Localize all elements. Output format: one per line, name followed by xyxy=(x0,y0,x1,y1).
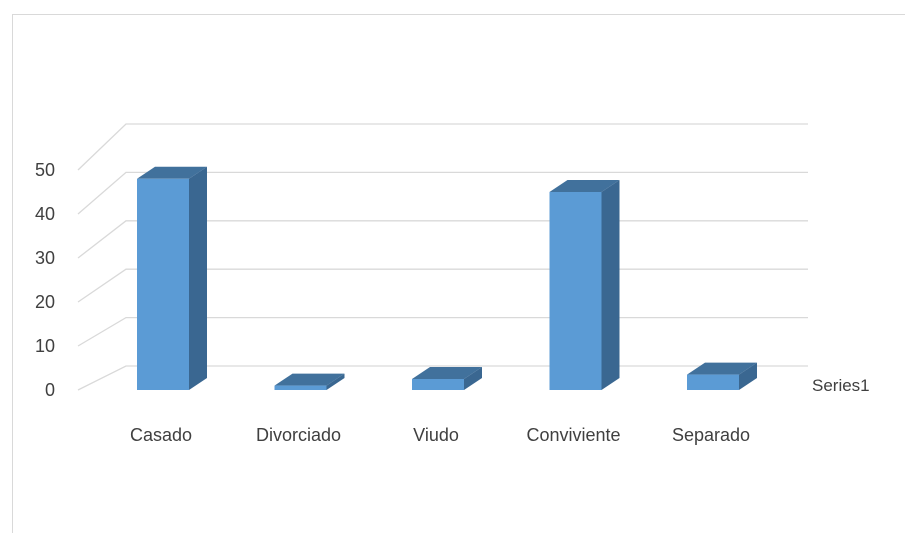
gridline xyxy=(77,171,808,215)
x-category-label: Separado xyxy=(672,425,750,445)
y-tick-label: 10 xyxy=(35,336,55,356)
y-tick-label: 50 xyxy=(35,160,55,180)
bar-front xyxy=(687,374,739,390)
y-tick-label: 0 xyxy=(45,380,55,400)
x-category-label: Casado xyxy=(130,425,192,445)
bar xyxy=(412,367,482,390)
bar-top xyxy=(687,362,757,375)
bar-top xyxy=(412,367,482,379)
bar-side xyxy=(326,373,345,390)
bar-front xyxy=(412,379,464,390)
bar xyxy=(274,373,345,390)
bar-top xyxy=(549,180,620,192)
bar-side xyxy=(189,166,207,390)
bar-front xyxy=(274,385,327,390)
x-category-label: Viudo xyxy=(413,425,459,445)
series-label: Series1 xyxy=(812,376,870,395)
x-axis-labels: Casado Divorciado Viudo Conviviente Separado xyxy=(130,425,750,445)
bar-top xyxy=(274,373,345,386)
gridline xyxy=(77,123,808,171)
bar-side xyxy=(464,367,482,390)
bar xyxy=(137,166,207,390)
bar-top xyxy=(137,166,207,179)
y-tick-label: 20 xyxy=(35,292,55,312)
y-axis-ticks: 0 10 20 30 40 50 xyxy=(35,160,55,400)
y-tick-label: 30 xyxy=(35,248,55,268)
x-category-label: Conviviente xyxy=(526,425,620,445)
y-tick-label: 40 xyxy=(35,204,55,224)
bar-front xyxy=(137,178,189,390)
bar xyxy=(549,180,620,390)
x-category-label: Divorciado xyxy=(256,425,341,445)
bar-side xyxy=(739,362,757,390)
bars-layer xyxy=(137,166,757,390)
bar-side xyxy=(601,180,620,390)
bar-front xyxy=(549,192,602,390)
bar xyxy=(687,362,757,390)
